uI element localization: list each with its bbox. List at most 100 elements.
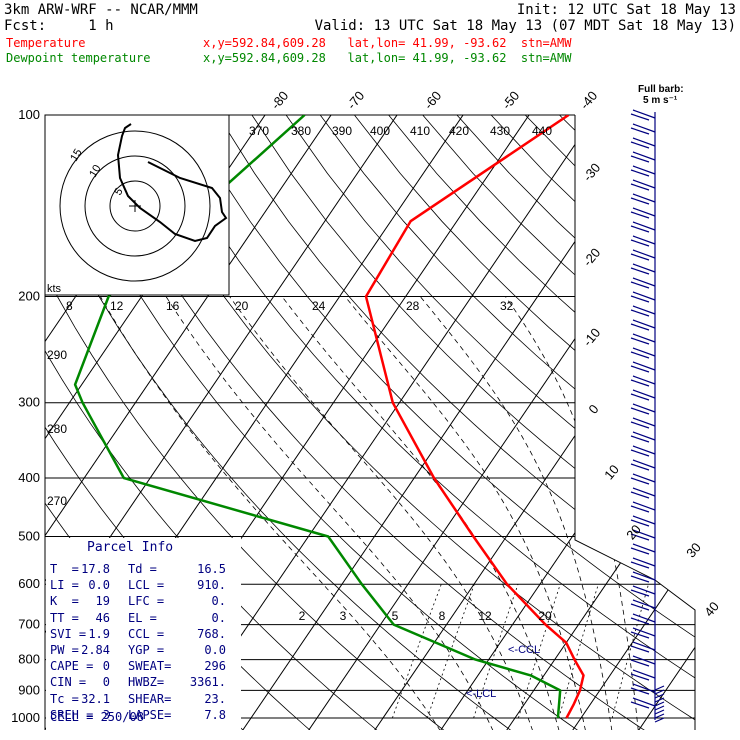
wind-barb bbox=[632, 235, 656, 245]
pressure-label: 500 bbox=[18, 528, 40, 543]
theta-label: 430 bbox=[490, 124, 510, 138]
parcel-row-8-col-1: 32.1 bbox=[81, 691, 110, 706]
parcel-row-4-col-1: 1.9 bbox=[88, 626, 110, 641]
dry-adiabat bbox=[490, 115, 695, 730]
wind-barb bbox=[654, 709, 665, 715]
theta-label: 420 bbox=[449, 124, 469, 138]
wind-barb bbox=[632, 319, 656, 329]
speed-label: 28 bbox=[406, 299, 420, 313]
parcel-row-5-col-1: 2.84 bbox=[81, 643, 110, 657]
wind-barb bbox=[630, 533, 650, 541]
wind-barb bbox=[630, 645, 650, 653]
wind-barb bbox=[632, 137, 656, 147]
parcel-row-0-col-2: Td = bbox=[128, 562, 157, 576]
pressure-label: 600 bbox=[18, 576, 40, 591]
parcel-row-9-col-0: SREH = bbox=[50, 707, 94, 722]
wind-barb bbox=[630, 155, 650, 163]
mixing-ratio-line bbox=[473, 584, 519, 719]
dry-adiabat bbox=[319, 115, 695, 730]
isotherm-label-top: -80 bbox=[268, 88, 292, 112]
pressure-label: 100 bbox=[18, 107, 40, 122]
wind-barb bbox=[630, 659, 650, 667]
wind-barb bbox=[654, 689, 665, 695]
parcel-row-5-col-0: PW = bbox=[50, 643, 79, 657]
moist-adiabat bbox=[100, 296, 441, 730]
mixing-ratio-label: 8 bbox=[439, 609, 446, 623]
wind-barb bbox=[654, 693, 665, 699]
wind-barb bbox=[630, 183, 650, 191]
mixing-ratio-label: 12 bbox=[478, 609, 492, 623]
model-title: 3km ARW-WRF -- NCAR/MMM bbox=[4, 2, 198, 18]
wind-barb bbox=[630, 575, 650, 583]
parcel-row-6-col-3: 296 bbox=[204, 659, 226, 674]
wind-barb bbox=[632, 305, 656, 315]
isotherm-label-right: 10 bbox=[601, 462, 622, 483]
mixing-ratio-line bbox=[518, 584, 561, 719]
isotherm bbox=[704, 87, 740, 730]
parcel-row-4-col-3: 768. bbox=[197, 626, 226, 641]
isotherm bbox=[637, 115, 695, 730]
profiles bbox=[73, 115, 585, 719]
wind-barb bbox=[630, 393, 650, 401]
speed-label: 12 bbox=[110, 299, 124, 313]
isotherm-label-top: -70 bbox=[344, 88, 368, 112]
isotherm bbox=[45, 115, 351, 730]
parcel-info-title: Parcel Info bbox=[87, 540, 174, 555]
wind-barb bbox=[630, 267, 650, 275]
wind-barb bbox=[632, 683, 656, 693]
speed-label: 20 bbox=[235, 299, 249, 313]
isotherm-label-top: -40 bbox=[577, 88, 601, 112]
parcel-row-6-col-1: 0 bbox=[102, 659, 110, 674]
wind-barb bbox=[630, 351, 650, 359]
pressure-label: 900 bbox=[18, 682, 40, 697]
wind-barb bbox=[630, 603, 650, 611]
wind-barb bbox=[632, 263, 656, 273]
wind-barb bbox=[632, 389, 656, 399]
parcel-row-9-col-3: 7.8 bbox=[204, 707, 226, 722]
wind-barb bbox=[632, 543, 656, 553]
barb-note-1: Full barb: bbox=[638, 84, 684, 95]
wind-barb bbox=[654, 705, 665, 711]
wind-barb bbox=[654, 685, 665, 691]
wind-barb bbox=[630, 379, 650, 387]
pressure-label: 800 bbox=[18, 652, 40, 667]
wind-barb bbox=[630, 547, 650, 555]
speed-label: 32 bbox=[500, 299, 514, 313]
dry-adiabat bbox=[80, 115, 646, 730]
wind-barb bbox=[630, 141, 650, 149]
parcel-cell: CELL = 250/08 bbox=[50, 710, 144, 724]
parcel-row-3-col-0: TT = bbox=[50, 610, 79, 625]
parcel-row-2-col-1: 19 bbox=[95, 594, 110, 609]
wind-barb bbox=[630, 505, 650, 513]
isotherm bbox=[0, 87, 20, 730]
dry-adiabat bbox=[45, 115, 445, 730]
wind-barb bbox=[630, 589, 650, 597]
wind-barb bbox=[630, 435, 650, 443]
wind-barb bbox=[632, 487, 656, 497]
dewpoint-legend: Dewpoint temperature bbox=[6, 51, 151, 65]
parcel-row-7-col-1: 0 bbox=[102, 675, 110, 690]
mixing-ratio-label: 2 bbox=[299, 609, 306, 623]
wind-barbs bbox=[630, 109, 665, 723]
dry-adiabat bbox=[388, 115, 695, 730]
dry-adiabat bbox=[45, 115, 512, 730]
wind-barb bbox=[632, 207, 656, 217]
dry-adiabat bbox=[456, 115, 695, 730]
hodograph-units: kts bbox=[47, 283, 62, 295]
isotherm bbox=[241, 115, 681, 730]
hodograph-ring-label: 15 bbox=[68, 147, 85, 164]
parcel-row-0-col-3: 16.5 bbox=[197, 562, 226, 576]
wind-barb bbox=[630, 127, 650, 135]
pressure-label: 1000 bbox=[11, 710, 40, 725]
lcl-marker: <-LCL bbox=[466, 688, 496, 700]
isotherm-label-right: 20 bbox=[623, 522, 644, 543]
isotherm-label-right: 40 bbox=[701, 599, 722, 620]
isotherm-label-right: -20 bbox=[580, 245, 604, 269]
isotherm-label-top: -60 bbox=[421, 88, 445, 112]
parcel-row-0-col-0: T = bbox=[50, 562, 79, 576]
parcel-row-9-col-1: 3 bbox=[102, 707, 110, 722]
valid-time: Valid: 13 UTC Sat 18 May 13 (07 MDT Sat … bbox=[314, 18, 736, 34]
wind-barb bbox=[630, 211, 650, 219]
dry-adiabat bbox=[46, 115, 579, 730]
speed-label: 24 bbox=[312, 299, 326, 313]
